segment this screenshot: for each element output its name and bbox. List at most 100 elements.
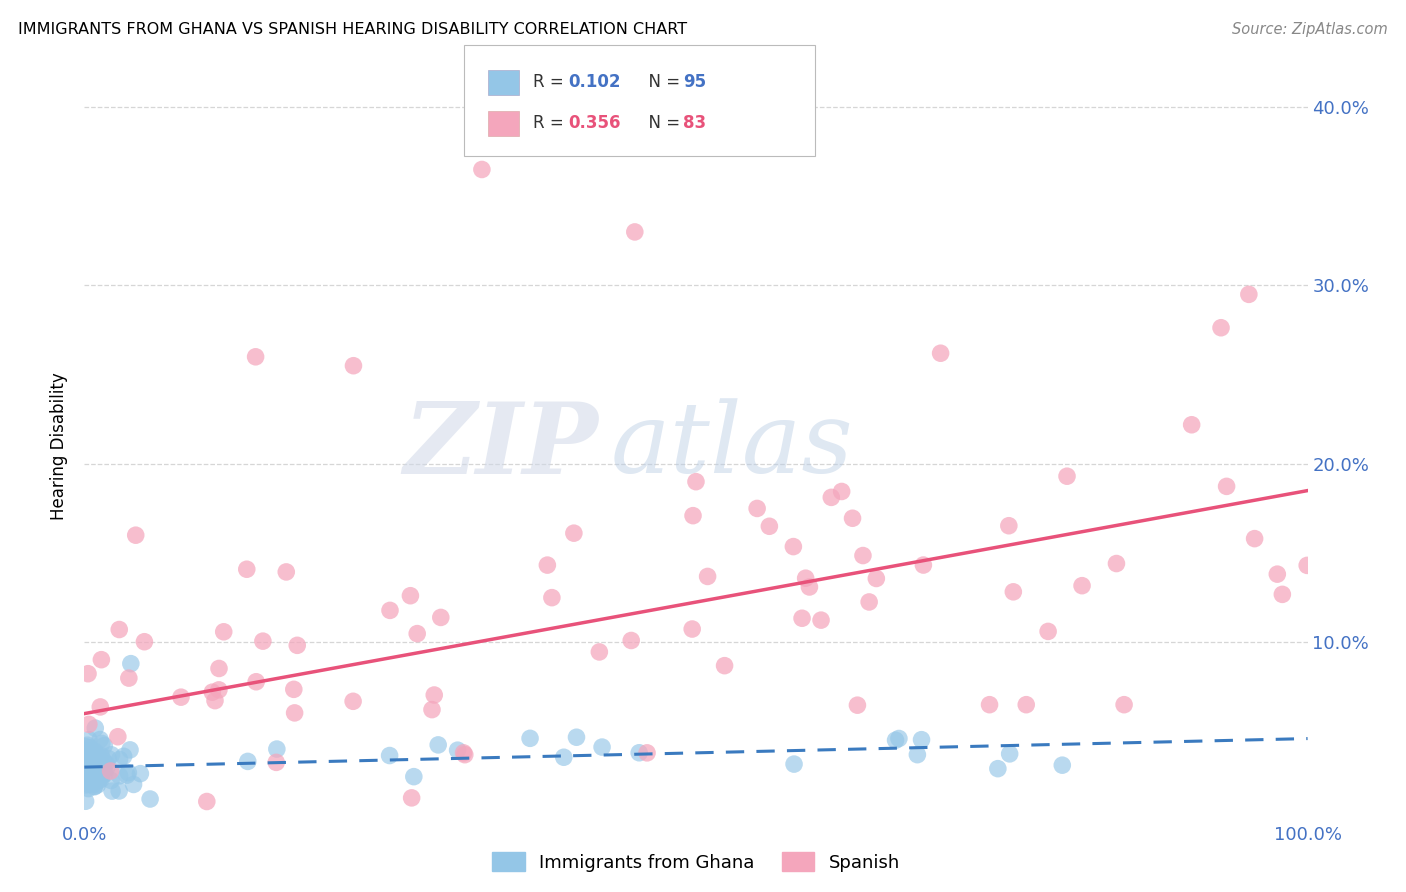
Point (1209, 320, 1232, 334)
Text: 95: 95 (683, 73, 706, 91)
Point (266, 742, 288, 756)
Point (122, 777, 145, 791)
Point (1056, 469, 1078, 483)
Point (696, 569, 718, 583)
Point (89, 773, 111, 788)
Point (841, 511, 863, 525)
Point (195, 795, 218, 809)
Point (998, 747, 1021, 761)
Point (129, 766, 152, 780)
Point (519, 731, 541, 746)
Text: 0.102: 0.102 (568, 73, 620, 91)
Point (125, 528, 148, 542)
Point (427, 738, 450, 752)
Point (90, 653, 112, 667)
Point (201, 685, 224, 699)
Text: 83: 83 (683, 114, 706, 132)
Point (541, 591, 564, 605)
Point (553, 750, 575, 764)
Point (636, 746, 658, 760)
Point (77, 743, 100, 757)
Point (82, 747, 104, 761)
Point (852, 549, 875, 563)
Point (76, 738, 98, 752)
Point (76, 764, 98, 778)
Point (1265, 567, 1288, 582)
Point (77, 777, 100, 791)
Point (905, 747, 928, 762)
Point (83, 780, 105, 794)
Point (96, 761, 118, 775)
Text: N =: N = (638, 73, 686, 91)
Point (252, 634, 274, 648)
Point (82, 775, 104, 789)
Point (108, 752, 131, 766)
Point (471, 162, 494, 177)
Point (423, 688, 446, 702)
Text: Source: ZipAtlas.com: Source: ZipAtlas.com (1232, 22, 1388, 37)
Point (79, 759, 101, 773)
Point (82, 746, 104, 760)
Point (565, 731, 588, 745)
Point (591, 740, 613, 755)
Point (245, 674, 267, 689)
Point (682, 508, 704, 523)
Point (430, 610, 453, 624)
Point (97, 751, 120, 765)
Point (80, 776, 103, 790)
Point (208, 682, 231, 697)
Point (276, 565, 298, 579)
Point (77, 732, 100, 747)
Point (446, 743, 468, 757)
Point (108, 769, 131, 783)
Point (84, 756, 107, 770)
Point (75, 777, 97, 791)
Point (82, 768, 104, 782)
Point (90, 748, 112, 763)
Point (100, 773, 122, 788)
Point (77, 769, 100, 783)
Point (80, 763, 103, 777)
Y-axis label: Hearing Disability: Hearing Disability (51, 372, 69, 520)
Point (93, 763, 115, 777)
Point (75, 767, 97, 781)
Point (82, 763, 104, 777)
Point (1015, 698, 1038, 712)
Point (80, 753, 103, 767)
Point (285, 638, 308, 652)
Point (624, 225, 647, 239)
Point (84, 773, 107, 788)
Point (713, 658, 735, 673)
Point (170, 690, 193, 705)
Point (75, 765, 97, 780)
Point (628, 746, 651, 760)
Point (236, 562, 259, 576)
Point (1243, 532, 1265, 546)
Point (134, 634, 156, 648)
Point (91, 764, 114, 779)
Text: R =: R = (533, 114, 569, 132)
Point (1114, 698, 1136, 712)
Point (101, 784, 124, 798)
Point (80, 756, 103, 771)
Point (75, 755, 97, 769)
Point (1296, 558, 1319, 573)
Point (75, 739, 97, 754)
Point (401, 790, 423, 805)
Point (1071, 579, 1094, 593)
Point (82, 755, 104, 769)
Point (112, 749, 135, 764)
Point (91, 763, 114, 777)
Point (94, 756, 117, 771)
Point (453, 746, 475, 760)
Point (794, 571, 817, 585)
Point (399, 589, 422, 603)
Text: IMMIGRANTS FROM GHANA VS SPANISH HEARING DISABILITY CORRELATION CHART: IMMIGRANTS FROM GHANA VS SPANISH HEARING… (18, 22, 688, 37)
Point (108, 623, 131, 637)
Point (588, 645, 610, 659)
Point (378, 748, 401, 763)
Point (118, 671, 141, 685)
Point (77, 717, 100, 731)
Point (910, 732, 932, 747)
Point (782, 540, 804, 554)
